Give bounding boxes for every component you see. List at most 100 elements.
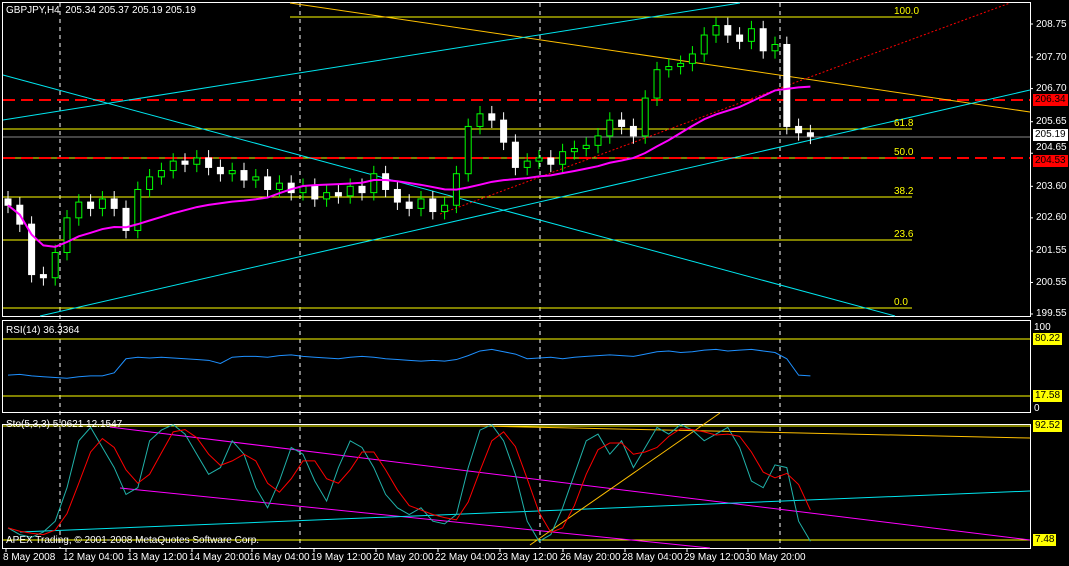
candle <box>700 27 708 62</box>
candle-body <box>181 160 189 165</box>
stoch-main-line <box>7 424 811 542</box>
candle <box>228 162 236 182</box>
candle-body <box>653 69 661 99</box>
time-tick-label: 29 May 12:00 <box>684 552 745 563</box>
candle <box>181 153 189 173</box>
candle <box>783 36 791 135</box>
candle <box>535 150 543 169</box>
candle-body <box>169 160 177 172</box>
candle-body <box>618 119 626 127</box>
candle-body <box>393 188 401 203</box>
time-tick-label: 13 May 12:00 <box>127 552 188 563</box>
candle-body <box>594 135 602 146</box>
candle <box>653 61 661 106</box>
ohlc-values: 205.34 205.37 205.19 205.19 <box>65 5 196 16</box>
candle <box>311 178 319 207</box>
rsi-line <box>7 348 811 379</box>
candle <box>146 168 154 198</box>
candle-body <box>110 198 118 209</box>
bid-price-tag: 205.19 <box>1033 129 1068 141</box>
candle <box>405 194 413 217</box>
price-tick-label: 205.65 <box>1036 116 1067 128</box>
moving-average-line <box>7 85 811 248</box>
candle-body <box>157 170 165 178</box>
fib-level-label: 23.6 <box>894 229 914 240</box>
copyright-text: APEX Trading, © 2001-2008 MetaQuotes Sof… <box>6 535 260 546</box>
candle-body <box>252 176 260 181</box>
fib-level-label: 0.0 <box>894 297 908 308</box>
candle-body <box>193 157 201 165</box>
candle-body <box>240 170 248 181</box>
candle <box>393 181 401 210</box>
trendlines <box>2 2 1031 317</box>
stoch-low-level-tag: 7.48 <box>1033 534 1057 546</box>
time-tick-label: 14 May 20:00 <box>189 552 250 563</box>
candle-body <box>429 198 437 213</box>
candle <box>441 197 449 220</box>
candle <box>500 112 508 151</box>
candle-body <box>4 198 12 206</box>
candle-body <box>582 144 590 150</box>
price-tick-label: 202.60 <box>1036 212 1067 224</box>
candle <box>134 181 142 239</box>
candle <box>370 165 378 201</box>
candle <box>688 46 696 72</box>
time-tick-label: 19 May 12:00 <box>311 552 372 563</box>
candle <box>169 153 177 179</box>
candle <box>523 153 531 176</box>
stoch-high-level-tag: 92.52 <box>1033 420 1063 432</box>
candle-body <box>28 223 36 276</box>
candle <box>51 244 59 286</box>
price-tick-label: 200.55 <box>1036 276 1067 288</box>
candle-body <box>370 173 378 194</box>
candle-body <box>523 160 531 168</box>
candle <box>747 20 755 50</box>
candle-body <box>275 182 283 190</box>
candle <box>464 118 472 182</box>
candle-body <box>665 66 673 71</box>
price-candles <box>4 17 814 286</box>
time-tick-label: 22 May 04:00 <box>435 552 496 563</box>
candle <box>594 128 602 154</box>
candle <box>205 150 213 176</box>
candle <box>712 17 720 43</box>
candle <box>122 200 130 239</box>
candle <box>39 266 47 286</box>
time-tick-label: 16 May 04:00 <box>249 552 310 563</box>
candle-body <box>677 62 685 68</box>
candle-body <box>464 125 472 175</box>
candle-body <box>441 204 449 213</box>
candle-body <box>358 185 366 194</box>
candle-body <box>417 198 425 209</box>
candle-body <box>87 201 95 209</box>
candle-body <box>51 252 59 279</box>
candle-body <box>488 113 496 121</box>
price-tick-label: 204.65 <box>1036 142 1067 153</box>
candle-body <box>736 34 744 42</box>
candle-body <box>323 192 331 200</box>
candle <box>559 143 567 173</box>
price-tick-label: 203.60 <box>1036 180 1067 192</box>
time-tick-label: 12 May 04:00 <box>63 552 124 563</box>
rsi-high-level-tag: 80.22 <box>1033 333 1063 345</box>
fib-level-label: 38.2 <box>894 186 914 197</box>
candle-body <box>476 113 484 127</box>
candle-body <box>405 201 413 209</box>
candle-body <box>559 151 567 165</box>
candle-body <box>712 25 720 36</box>
candle <box>606 112 614 144</box>
rsi-levels <box>3 338 1030 397</box>
main-panel-frame <box>2 2 1031 317</box>
time-tick-label: 26 May 20:00 <box>560 552 621 563</box>
candle-body <box>747 28 755 42</box>
candle <box>771 36 779 59</box>
candle <box>488 105 496 129</box>
candle <box>724 17 732 43</box>
candle <box>547 150 555 173</box>
candle-body <box>346 185 354 197</box>
candle-body <box>39 274 47 279</box>
day-separators <box>59 3 781 548</box>
candle-body <box>98 198 106 209</box>
price-tick-label: 208.75 <box>1036 18 1067 30</box>
